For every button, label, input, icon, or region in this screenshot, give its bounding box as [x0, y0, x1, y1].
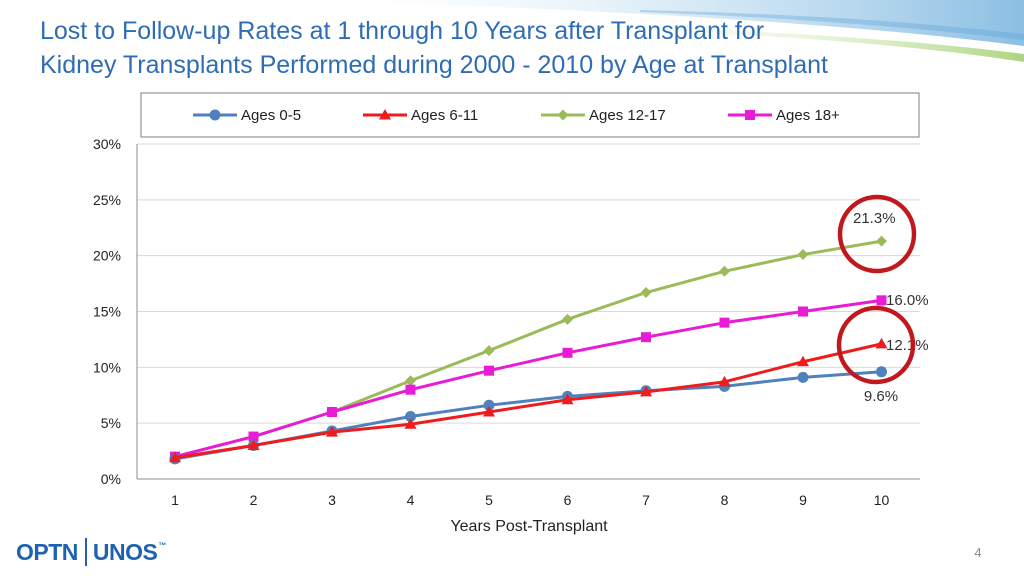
data-point [876, 235, 887, 247]
data-label: 9.6% [864, 388, 898, 405]
legend-item: Ages 12-17 [541, 107, 666, 124]
data-label: 12.1% [886, 337, 929, 354]
data-label: 21.3% [853, 210, 896, 227]
data-point [876, 295, 887, 306]
data-point [640, 287, 652, 299]
highlight-circles [836, 194, 917, 385]
slide-title: Lost to Follow-up Rates at 1 through 10 … [40, 14, 1000, 82]
data-point [557, 109, 569, 121]
data-point [405, 410, 416, 422]
annotations: 21.3% 16.0% 12.1% 9.6% [853, 210, 929, 405]
data-point [483, 406, 495, 417]
header-swoosh-decoration [300, 0, 1024, 62]
x-tick-label: 1 [171, 492, 179, 508]
series-line [174, 342, 882, 460]
slide-title-line-2: Kidney Transplants Performed during 2000… [40, 51, 828, 79]
data-point [405, 384, 416, 395]
legend-item: Ages 0-5 [193, 107, 301, 124]
data-point [745, 110, 755, 120]
data-point [484, 365, 494, 376]
data-point [798, 306, 808, 317]
y-tick-label: 15% [93, 304, 121, 320]
slide-title-line-1: Lost to Follow-up Rates at 1 through 10 … [40, 17, 765, 45]
highlight-circle [837, 194, 917, 274]
data-point [483, 399, 495, 411]
data-point [209, 109, 221, 121]
series-ages-18- [170, 295, 887, 462]
data-point [379, 109, 391, 120]
series-ages-6-11 [169, 337, 888, 463]
data-point [797, 249, 809, 261]
x-tick-label: 7 [642, 492, 650, 508]
data-point [875, 337, 888, 349]
logo-trademark: ™ [158, 540, 166, 550]
data-point [719, 265, 730, 277]
x-tick-label: 2 [250, 492, 258, 508]
x-tick-label: 6 [564, 492, 572, 508]
data-point [247, 439, 260, 450]
page-number: 4 [974, 545, 982, 560]
y-tick-label: 0% [101, 471, 121, 487]
data-point [248, 431, 259, 442]
x-tick-label: 10 [874, 492, 890, 508]
data-point [718, 375, 731, 387]
x-tick-label: 4 [407, 492, 415, 508]
x-tick-label: 3 [328, 492, 336, 508]
y-tick-label: 5% [101, 415, 121, 431]
data-point [641, 332, 651, 343]
data-point [797, 371, 809, 383]
optn-unos-logo: OPTN UNOS ™ [16, 536, 166, 568]
legend-item: Ages 18+ [728, 107, 840, 124]
data-point [327, 407, 337, 417]
logo-optn-text: OPTN [16, 538, 78, 565]
data-label: 16.0% [886, 292, 929, 309]
x-tick-label: 8 [721, 492, 729, 508]
legend-label: Ages 18+ [776, 107, 840, 124]
y-tick-label: 10% [93, 359, 121, 375]
data-point [483, 345, 495, 357]
logo-unos-text: UNOS [92, 538, 158, 565]
data-point [561, 393, 574, 405]
data-point [797, 355, 809, 367]
data-point [169, 451, 181, 463]
highlight-circle [836, 305, 916, 385]
series-ages-0-5 [169, 366, 887, 465]
series-line [174, 298, 882, 459]
legend-item: Ages 6-11 [363, 107, 478, 124]
legend: Ages 0-5 Ages 6-11 Ages 12-17 Ages 18+ [140, 92, 920, 138]
data-point [562, 347, 573, 358]
data-point [404, 418, 417, 429]
legend-label: Ages 0-5 [241, 107, 301, 124]
legend-label: Ages 6-11 [411, 107, 478, 124]
series-line [174, 239, 882, 459]
y-tick-label: 30% [93, 136, 121, 152]
logo-divider [84, 538, 87, 566]
data-point [326, 426, 338, 437]
data-point [405, 375, 416, 387]
y-tick-label: 20% [93, 248, 121, 264]
data-point [876, 366, 887, 378]
data-point [719, 317, 730, 328]
data-point [562, 313, 573, 325]
legend-frame [140, 92, 920, 138]
data-point [640, 385, 652, 397]
series-line [174, 370, 882, 461]
legend-label: Ages 12-17 [589, 107, 666, 124]
x-tick-label: 5 [485, 492, 493, 508]
y-tick-label: 25% [93, 192, 121, 208]
x-tick-label: 9 [799, 492, 807, 508]
x-axis-label: Years Post-Transplant [450, 518, 608, 535]
plot-area: 0% 5% 10% 15% 20% 25% 30% 1 2 3 4 5 6 7 8 9 10 Years Post… [93, 136, 920, 535]
